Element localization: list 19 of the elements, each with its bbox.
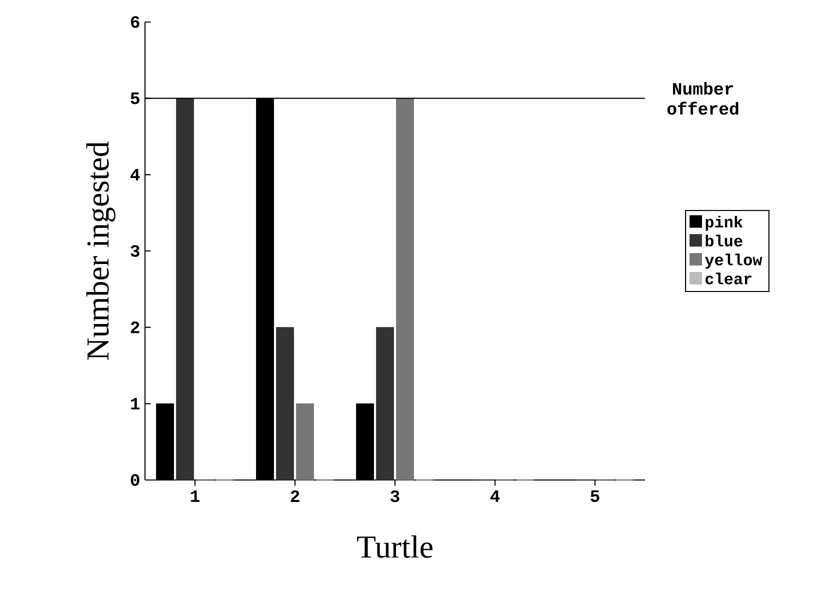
- y-axis-title: Number ingested: [86, 142, 116, 360]
- x-axis-title: Turtle: [357, 535, 432, 558]
- legend-label: yellow: [704, 254, 762, 269]
- legend-label: blue: [706, 234, 742, 246]
- y-tick-label: 0: [130, 474, 140, 486]
- ref-line-label: Number offered: [667, 82, 738, 115]
- x-tick-label: 4: [490, 490, 500, 502]
- y-tick-label: 1: [131, 398, 140, 410]
- y-tick-label: 2: [130, 322, 140, 334]
- x-tick-label: 1: [190, 490, 200, 502]
- y-tick-label: 6: [130, 16, 140, 28]
- y-tick-label: 5: [130, 92, 140, 104]
- x-tick-label: 3: [390, 490, 400, 502]
- y-tick-label: 4: [130, 168, 140, 180]
- x-tick-label: 2: [290, 490, 300, 502]
- x-tick-label: 5: [590, 490, 600, 502]
- legend-label: clear: [706, 272, 752, 284]
- y-tick-label: 3: [130, 245, 140, 257]
- legend-label: pink: [706, 216, 743, 231]
